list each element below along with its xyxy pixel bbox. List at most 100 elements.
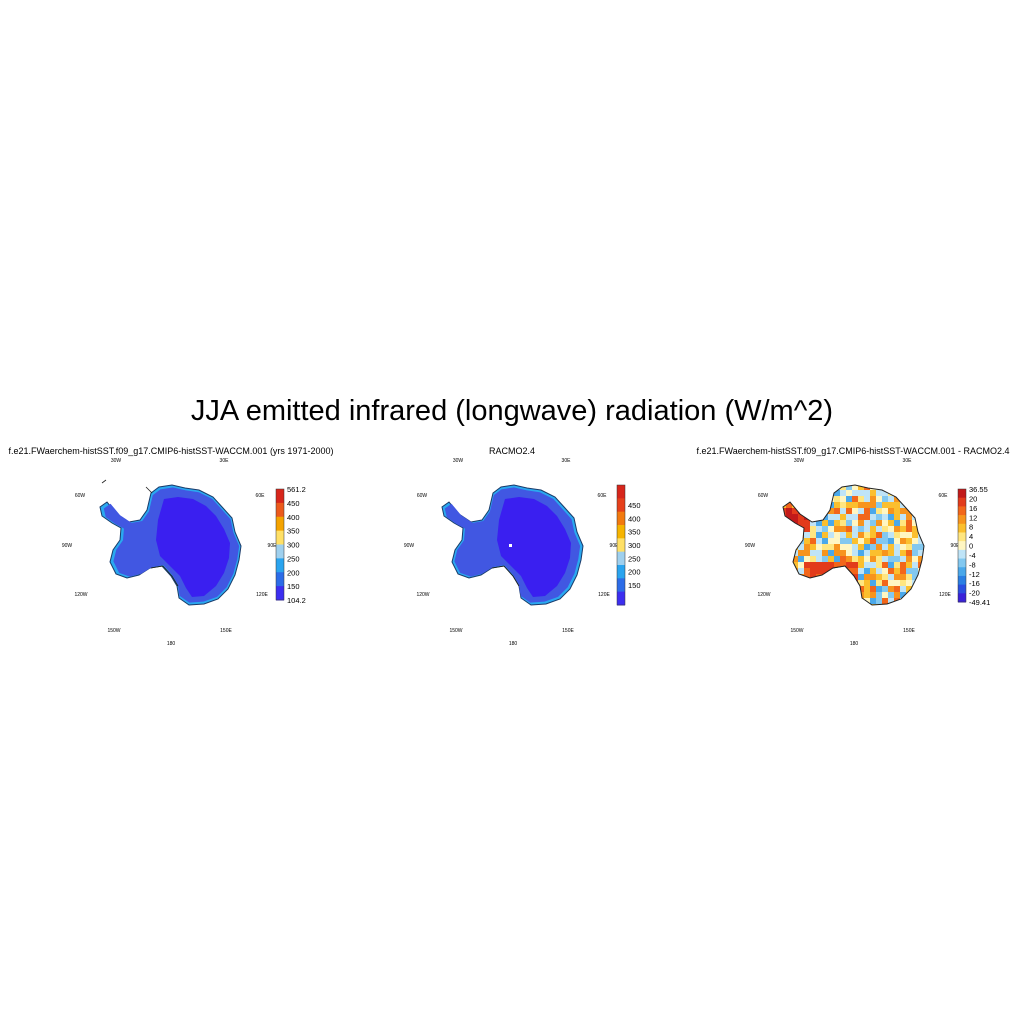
diff-cell (858, 526, 864, 532)
diff-cell (870, 514, 876, 520)
diff-cell (798, 568, 804, 574)
colorbar-frame (957, 488, 967, 603)
diff-cell (786, 574, 792, 580)
diff-cell (846, 592, 852, 598)
colorbar-label: 0 (969, 542, 973, 551)
colorbar-swatch (617, 578, 625, 593)
diff-cell (864, 574, 870, 580)
diff-cell (786, 496, 792, 502)
colorbar-label: 150 (287, 582, 300, 591)
diff-cell (894, 538, 900, 544)
diff-cell (882, 485, 888, 490)
diff-cell (828, 586, 834, 592)
diff-cell (894, 586, 900, 592)
diff-cell (882, 490, 888, 496)
diff-cell (900, 478, 906, 484)
diff-cell (828, 485, 834, 490)
diff-cell (882, 550, 888, 556)
diff-cell (852, 508, 858, 514)
diff-cell (816, 520, 822, 526)
diff-cell (840, 586, 846, 592)
diff-cell (810, 496, 816, 502)
diff-cell (840, 532, 846, 538)
diff-cell (864, 568, 870, 574)
diff-cell (822, 538, 828, 544)
diff-cell (882, 526, 888, 532)
colorbar-swatch (617, 511, 625, 526)
diff-cell (846, 502, 852, 508)
diff-cell (864, 478, 870, 484)
diff-cell (864, 544, 870, 550)
panel-diff-map (782, 478, 930, 606)
diff-cell (783, 526, 786, 532)
diff-cell (918, 556, 924, 562)
diff-cell (840, 598, 846, 604)
diff-cell (882, 580, 888, 586)
diff-cell (846, 598, 852, 604)
diff-cell (918, 580, 924, 586)
diff-cell (876, 568, 882, 574)
diff-cell (846, 478, 852, 484)
diff-cell (786, 586, 792, 592)
diff-cell (888, 586, 894, 592)
diff-cell (783, 574, 786, 580)
diff-cell (870, 580, 876, 586)
diff-cell (912, 598, 918, 604)
diff-cell (783, 496, 786, 502)
diff-cell (828, 562, 834, 568)
diff-cell (924, 580, 930, 586)
diff-cell (918, 496, 924, 502)
diff-cell (846, 580, 852, 586)
diff-cell (810, 586, 816, 592)
diff-cell (852, 532, 858, 538)
diff-cell (906, 580, 912, 586)
ice-shelf-line (832, 565, 861, 587)
longitude-label: 150W (107, 628, 120, 634)
coastline-detail (101, 479, 153, 494)
diff-cell (912, 502, 918, 508)
diff-cell (864, 592, 870, 598)
colorbar-swatch (617, 565, 625, 579)
diff-cell (816, 562, 822, 568)
diff-cell (834, 478, 840, 484)
diff-cell (810, 526, 816, 532)
diff-cell (798, 598, 804, 604)
diff-cell (906, 562, 912, 568)
diff-cell (852, 526, 858, 532)
diff-cell (786, 526, 792, 532)
diff-cell (876, 544, 882, 550)
diff-cell (888, 532, 894, 538)
diff-cell (918, 526, 924, 532)
diff-cell (786, 514, 792, 520)
diff-cell (882, 508, 888, 514)
diff-cell (870, 568, 876, 574)
diff-cell (918, 490, 924, 496)
colorbar-swatch (958, 506, 966, 516)
diff-cell (822, 586, 828, 592)
diff-cell (804, 562, 810, 568)
diff-cell (786, 508, 792, 514)
diff-cell (894, 490, 900, 496)
diff-cell (894, 556, 900, 562)
diff-cell (870, 550, 876, 556)
diff-cell (786, 556, 792, 562)
diff-cell (786, 544, 792, 550)
diff-cell (822, 520, 828, 526)
colorbar-swatch (276, 530, 284, 545)
diff-cell (912, 586, 918, 592)
diff-cell (834, 502, 840, 508)
longitude-label: 120W (416, 592, 429, 598)
diff-cell (840, 514, 846, 520)
diff-cell (846, 532, 852, 538)
diff-cell (900, 604, 906, 605)
diff-cell (786, 604, 792, 605)
diff-cell (918, 478, 924, 484)
diff-cell (852, 562, 858, 568)
diff-cell (846, 562, 852, 568)
diff-cell (894, 496, 900, 502)
diff-cell (816, 485, 822, 490)
diff-cell (864, 526, 870, 532)
diff-cell (804, 485, 810, 490)
colorbar-swatch (958, 523, 966, 533)
diff-cell (840, 592, 846, 598)
